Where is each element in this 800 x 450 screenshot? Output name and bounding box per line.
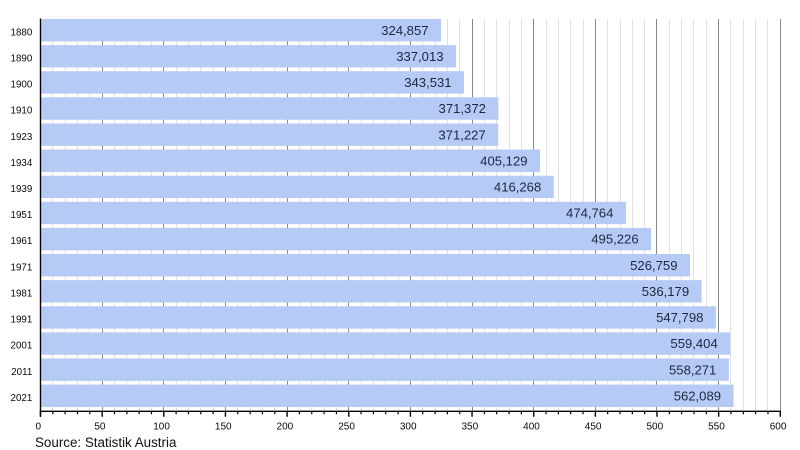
svg-text:2021: 2021 — [11, 393, 33, 404]
svg-text:337,013: 337,013 — [396, 49, 443, 64]
svg-text:1971: 1971 — [11, 262, 33, 273]
svg-text:1951: 1951 — [11, 210, 33, 221]
svg-text:50: 50 — [94, 422, 106, 433]
svg-text:1890: 1890 — [11, 53, 33, 64]
svg-text:550: 550 — [708, 422, 725, 433]
svg-text:558,271: 558,271 — [669, 362, 716, 377]
svg-text:2001: 2001 — [11, 341, 33, 352]
svg-text:324,857: 324,857 — [381, 23, 428, 38]
svg-text:495,226: 495,226 — [591, 232, 638, 247]
svg-text:1923: 1923 — [11, 132, 33, 143]
svg-text:600: 600 — [770, 422, 787, 433]
svg-text:1880: 1880 — [11, 27, 33, 38]
svg-text:Source: Statistik Austria: Source: Statistik Austria — [35, 435, 177, 450]
svg-text:100: 100 — [153, 422, 170, 433]
svg-text:200: 200 — [277, 422, 294, 433]
svg-text:559,404: 559,404 — [670, 336, 717, 351]
svg-text:250: 250 — [338, 422, 355, 433]
svg-text:1981: 1981 — [11, 288, 33, 299]
svg-text:2011: 2011 — [11, 367, 32, 378]
svg-text:343,531: 343,531 — [404, 75, 451, 90]
svg-text:416,268: 416,268 — [494, 179, 541, 194]
svg-text:300: 300 — [400, 422, 417, 433]
svg-text:1961: 1961 — [11, 236, 33, 247]
svg-text:1991: 1991 — [11, 315, 33, 326]
svg-text:536,179: 536,179 — [642, 284, 689, 299]
svg-text:474,764: 474,764 — [566, 206, 613, 221]
svg-text:350: 350 — [462, 422, 479, 433]
svg-text:500: 500 — [646, 422, 663, 433]
svg-text:526,759: 526,759 — [630, 258, 677, 273]
svg-text:450: 450 — [585, 422, 602, 433]
svg-text:1900: 1900 — [11, 80, 33, 91]
svg-text:371,227: 371,227 — [438, 127, 485, 142]
svg-text:371,372: 371,372 — [439, 101, 486, 116]
svg-text:562,089: 562,089 — [674, 388, 721, 403]
svg-text:0: 0 — [36, 422, 42, 433]
svg-text:405,129: 405,129 — [480, 153, 527, 168]
svg-text:150: 150 — [215, 422, 232, 433]
svg-text:1910: 1910 — [11, 106, 33, 117]
svg-text:1934: 1934 — [11, 158, 33, 169]
svg-text:1939: 1939 — [11, 184, 33, 195]
svg-text:547,798: 547,798 — [656, 310, 703, 325]
svg-text:400: 400 — [523, 422, 540, 433]
